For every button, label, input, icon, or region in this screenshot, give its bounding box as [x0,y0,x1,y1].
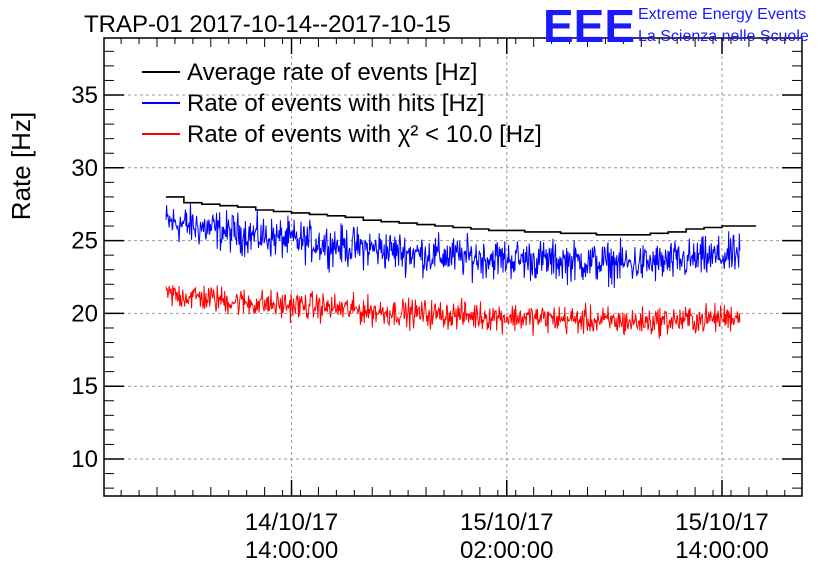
legend-label-average: Average rate of events [Hz] [187,59,477,86]
x-tick-label-time-2: 14:00:00 [675,537,768,564]
y-axis-label: Rate [Hz] [6,112,36,220]
y-tick-label-10: 10 [71,446,98,473]
legend-label-hits: Rate of events with hits [Hz] [187,90,484,117]
eee-logo-line1: Extreme Energy Events [638,6,806,23]
legend: Average rate of events [Hz] Rate of even… [142,59,542,148]
x-tick-label-date-0: 14/10/17 [245,509,338,536]
series-lines [165,196,757,339]
y-tick-label-25: 25 [71,228,98,255]
plot-frame [103,37,803,497]
legend-label-chi2: Rate of events with χ² < 10.0 [Hz] [187,121,542,148]
eee-logo-letters: EEE [543,0,635,52]
x-tick-label-date-1: 15/10/17 [460,509,553,536]
x-tick-label-date-2: 15/10/17 [675,509,768,536]
eee-logo-line2: La Scienza nelle Scuole [638,28,809,45]
series-line-2 [165,285,741,339]
y-tick-label-30: 30 [71,155,98,182]
axis-ticks: 10152025303514/10/1714:00:0015/10/1702:0… [71,38,802,564]
y-tick-label-15: 15 [71,373,98,400]
chart-title: TRAP-01 2017-10-14--2017-10-15 [84,11,451,38]
y-tick-label-35: 35 [71,82,98,109]
eee-logo: EEE Extreme Energy Events La Scienza nel… [543,0,809,52]
series-line-0 [166,196,757,236]
x-tick-label-time-0: 14:00:00 [245,537,338,564]
x-tick-label-time-1: 02:00:00 [460,537,553,564]
series-line-1 [165,203,741,289]
y-tick-label-20: 20 [71,300,98,327]
